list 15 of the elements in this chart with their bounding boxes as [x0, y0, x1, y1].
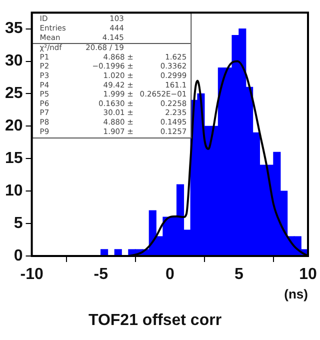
text: TOF21 offset corr	[88, 312, 222, 329]
x-tick-label: 0	[165, 266, 174, 284]
x-tick-label: -5	[94, 266, 108, 284]
y-tick-label: 5	[14, 214, 23, 232]
y-tick-label: 0	[14, 247, 23, 264]
y-tick-label: 15	[5, 150, 23, 168]
x-tick-label: 10	[299, 266, 317, 284]
y-tick-label: 20	[5, 118, 23, 135]
x-tick-label: 5	[234, 266, 244, 284]
x-axis-title: (ns)	[284, 286, 308, 302]
y-tick-label: 35	[5, 20, 23, 38]
y-tick-label: 30	[5, 52, 23, 70]
x-tick-label: -10	[20, 266, 44, 284]
y-tick-label: 25	[5, 85, 23, 102]
y-tick-label: 10	[5, 182, 23, 200]
